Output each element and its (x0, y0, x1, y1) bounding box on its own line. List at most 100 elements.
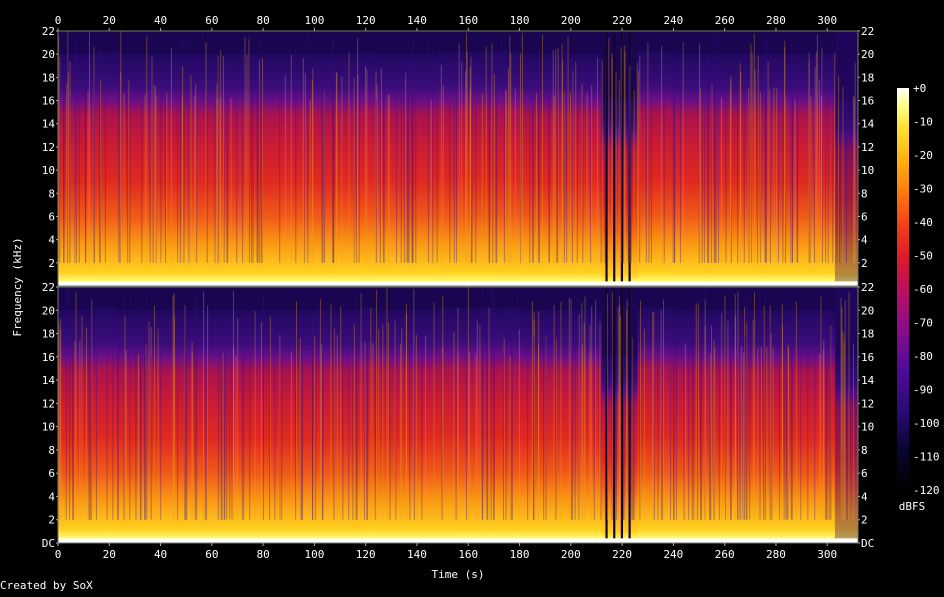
spectral-streak (491, 43, 493, 263)
spectral-streak (181, 96, 183, 263)
spectral-streak (611, 325, 613, 520)
spectral-streak (203, 291, 205, 520)
spectral-streak (533, 356, 535, 520)
spectral-streak (848, 292, 850, 520)
spectral-streak (254, 311, 256, 520)
spectrum-segment (96, 51, 118, 287)
spectral-streak (808, 52, 810, 263)
spectral-streak (69, 97, 71, 263)
spectral-streak (233, 347, 235, 520)
spectral-streak (67, 72, 69, 263)
spectral-streak (144, 94, 146, 263)
spectral-streak (63, 97, 65, 263)
spectral-streak (653, 335, 655, 520)
spectral-streak (819, 354, 821, 520)
spectral-streak (785, 96, 787, 263)
spectral-streak (638, 71, 640, 263)
spectral-streak (570, 301, 572, 520)
spectral-streak (244, 37, 246, 263)
y-tick-label: 12 (42, 397, 55, 410)
x-tick-label-top: 120 (356, 14, 376, 27)
spectral-streak (738, 346, 740, 520)
spectral-streak (827, 308, 829, 520)
spectral-streak (333, 298, 335, 520)
spectral-streak (595, 300, 597, 520)
spectral-streak (791, 96, 793, 263)
spectral-streak (503, 351, 505, 520)
spectral-streak (58, 36, 60, 263)
spectral-streak (93, 94, 95, 263)
spectral-streak (714, 33, 716, 263)
spectral-streak (771, 329, 773, 520)
spectral-streak (269, 332, 271, 520)
spectral-streak (358, 94, 360, 263)
spectral-streak (144, 354, 146, 520)
spectral-streak (567, 36, 569, 263)
channel-panels (57, 30, 859, 544)
spectral-streak (372, 342, 374, 520)
spectral-streak (740, 72, 742, 263)
spectral-streak (623, 32, 625, 263)
spectral-streak (279, 64, 281, 263)
spectral-streak (713, 43, 715, 263)
spectral-streak (408, 66, 410, 263)
spectral-streak (470, 56, 472, 263)
y-tick-label-right: 18 (861, 71, 874, 84)
spectral-streak (487, 328, 489, 520)
y-tick-label-right: 6 (861, 467, 868, 480)
spectral-streak (509, 356, 511, 520)
spectral-streak (714, 347, 716, 520)
spectral-streak (510, 307, 512, 520)
spectral-streak (379, 37, 381, 263)
spectral-streak (333, 54, 335, 263)
spectral-streak (333, 328, 335, 520)
spectral-streak (600, 65, 602, 263)
spectral-streak (818, 79, 820, 263)
spectral-streak (322, 73, 324, 263)
spectral-streak (505, 90, 507, 263)
spectral-streak (604, 330, 606, 520)
y-tick-label-right: 4 (861, 234, 868, 247)
spectral-streak (626, 309, 628, 520)
spectral-streak (615, 71, 617, 263)
spectral-streak (485, 46, 487, 263)
spectral-streak (375, 71, 377, 263)
spectral-streak (543, 311, 545, 520)
spectral-streak (562, 61, 564, 263)
spectral-streak (229, 325, 231, 520)
spectral-streak (413, 345, 415, 520)
spectral-streak (781, 304, 783, 520)
x-tick-label-top: 40 (154, 14, 167, 27)
panel-frame (57, 286, 859, 544)
spectral-streak (475, 353, 477, 520)
spectral-streak (411, 46, 413, 263)
spectral-streak (815, 51, 817, 263)
x-tick-label-top: 160 (458, 14, 478, 27)
spectral-streak (548, 84, 550, 263)
spectral-streak (618, 296, 620, 520)
spectral-streak (576, 72, 578, 263)
spectral-streak (322, 311, 324, 520)
spectral-streak (284, 75, 286, 263)
spectral-streak (757, 347, 759, 520)
spectral-streak (581, 83, 583, 263)
spectral-streak (795, 301, 797, 520)
spectral-streak (821, 47, 823, 263)
spectral-streak (545, 334, 547, 520)
spectral-streak (643, 328, 645, 520)
x-tick-label-top: 280 (766, 14, 786, 27)
spectral-streak (249, 314, 251, 520)
spectral-streak (661, 45, 663, 263)
spectral-streak (744, 335, 746, 520)
spectral-streak (157, 328, 159, 520)
spectral-streak (841, 330, 843, 520)
spectrum-segment (601, 354, 638, 543)
spectral-streak (787, 297, 789, 520)
x-tick-label: 160 (458, 548, 478, 561)
spectral-streak (581, 344, 583, 520)
x-tick-label-top: 220 (612, 14, 632, 27)
y-tick-label-right: 4 (861, 490, 868, 503)
spectral-streak (715, 77, 717, 263)
x-tick-label: 180 (510, 548, 530, 561)
